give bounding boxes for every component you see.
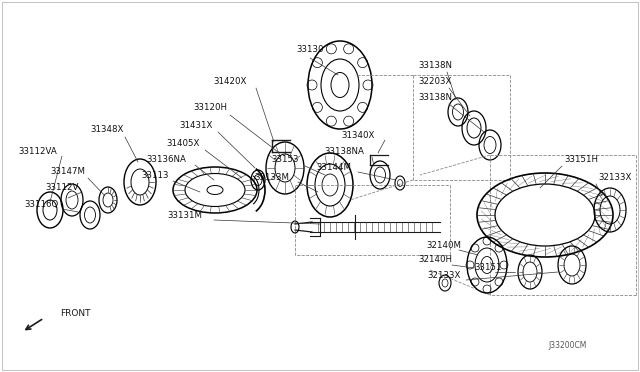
Text: 31340X: 31340X bbox=[341, 131, 374, 140]
Text: 33113: 33113 bbox=[141, 171, 169, 180]
Text: J33200CM: J33200CM bbox=[549, 340, 587, 350]
Text: 33130: 33130 bbox=[296, 45, 324, 55]
Text: 33153: 33153 bbox=[271, 155, 299, 164]
Text: 33136NA: 33136NA bbox=[146, 155, 186, 164]
Text: 33144M: 33144M bbox=[317, 164, 351, 173]
Text: 33112VA: 33112VA bbox=[19, 148, 58, 157]
Text: 33133M: 33133M bbox=[255, 173, 289, 182]
Text: 31431X: 31431X bbox=[179, 122, 212, 131]
Text: 33138N: 33138N bbox=[418, 93, 452, 103]
Text: 33138NA: 33138NA bbox=[324, 148, 364, 157]
Text: 31348X: 31348X bbox=[90, 125, 124, 135]
Text: 33147M: 33147M bbox=[51, 167, 86, 176]
Text: 33120H: 33120H bbox=[193, 103, 227, 112]
Text: 32133X: 32133X bbox=[598, 173, 632, 183]
Text: 31405X: 31405X bbox=[166, 140, 200, 148]
Text: 33116Q: 33116Q bbox=[25, 201, 59, 209]
Text: 33151: 33151 bbox=[474, 263, 502, 272]
Text: 32133X: 32133X bbox=[428, 270, 461, 279]
Text: 32203X: 32203X bbox=[419, 77, 452, 87]
Text: 32140H: 32140H bbox=[418, 256, 452, 264]
Text: 33151H: 33151H bbox=[564, 155, 598, 164]
Text: FRONT: FRONT bbox=[60, 310, 90, 318]
Text: 31420X: 31420X bbox=[213, 77, 246, 87]
Text: 33138N: 33138N bbox=[418, 61, 452, 70]
Text: 33112V: 33112V bbox=[45, 183, 79, 192]
Text: 33131M: 33131M bbox=[168, 211, 202, 219]
Text: 32140M: 32140M bbox=[426, 241, 461, 250]
